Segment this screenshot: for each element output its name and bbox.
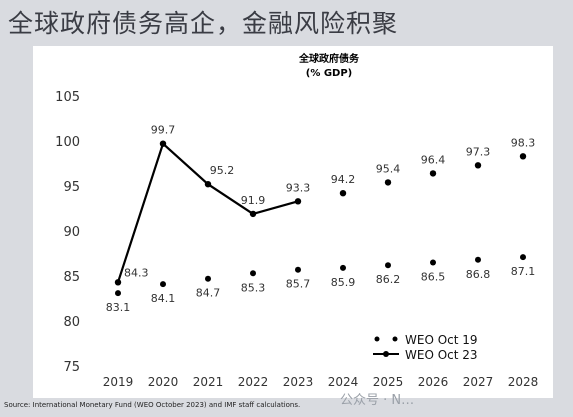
oct23-data-label: 98.3 <box>511 136 536 149</box>
y-axis: 75 80 85 90 95 100 105 <box>55 90 80 375</box>
oct23-data-label: 97.3 <box>466 145 491 158</box>
x-tick-label: 2025 <box>373 375 404 389</box>
data-labels-layer: 83.1 84.1 84.7 85.3 85.7 85.9 86.2 86.5 86.8 87.1… <box>106 124 536 314</box>
oct23-data-label: 84.3 <box>124 266 149 279</box>
oct23-data-label: 95.4 <box>376 162 401 175</box>
y-tick-label: 105 <box>55 90 80 105</box>
oct23-point <box>159 140 167 147</box>
x-tick-label: 2028 <box>508 375 539 389</box>
oct23-data-label: 95.2 <box>210 164 235 177</box>
oct19-data-label: 85.7 <box>286 278 311 291</box>
oct19-data-label: 83.1 <box>106 301 131 314</box>
x-tick-label: 2022 <box>238 375 269 389</box>
y-tick-label: 90 <box>63 225 80 240</box>
oct19-point <box>250 270 256 277</box>
oct23-point <box>204 181 212 188</box>
oct23-point <box>294 198 302 205</box>
oct23-point <box>114 279 122 286</box>
oct23-point <box>249 210 257 218</box>
debt-line-chart: 全球政府债务 (% GDP) 75 80 85 90 95 100 105 2019 2020… <box>55 52 539 389</box>
oct19-data-label: 87.1 <box>511 265 536 278</box>
y-tick-label: 95 <box>63 180 80 195</box>
oct23-data-label: 96.4 <box>421 153 446 166</box>
legend-oct23-dot <box>383 351 389 357</box>
chart-area: 全球政府债务 (% GDP) 75 80 85 90 95 100 105 2019 2020… <box>33 46 553 398</box>
oct19-point <box>430 259 436 266</box>
y-tick-label: 80 <box>63 315 80 330</box>
x-tick-label: 2027 <box>463 375 494 389</box>
series-layer <box>114 140 527 297</box>
oct23-point <box>339 190 347 197</box>
oct23-point <box>429 170 437 177</box>
legend-oct19-label: WEO Oct 19 <box>405 333 478 347</box>
y-tick-label: 75 <box>63 360 80 375</box>
oct19-data-label: 86.8 <box>466 268 491 281</box>
watermark-text: 公众号 · N… <box>340 393 415 408</box>
legend-oct19-dot <box>374 336 380 342</box>
y-tick-label: 100 <box>55 135 80 150</box>
x-tick-label: 2024 <box>328 375 359 389</box>
oct19-data-label: 86.5 <box>421 271 446 284</box>
oct23-data-label: 94.2 <box>331 173 356 186</box>
slide-title: 全球政府债务高企，金融风险积聚 <box>8 9 399 38</box>
x-tick-label: 2023 <box>283 375 314 389</box>
oct19-data-label: 86.2 <box>376 273 401 286</box>
source-note: Source: International Monetary Fund (WEO… <box>4 401 301 409</box>
chart-title: 全球政府债务 <box>298 52 360 65</box>
x-tick-label: 2021 <box>193 375 224 389</box>
oct23-point <box>474 162 482 169</box>
oct19-data-label: 84.7 <box>196 287 221 300</box>
oct23-data-label: 91.9 <box>241 194 266 207</box>
oct19-point <box>340 264 346 271</box>
oct19-point <box>115 290 121 297</box>
oct23-data-label: 93.3 <box>286 181 311 194</box>
x-tick-label: 2019 <box>103 375 134 389</box>
oct23-point <box>519 153 527 160</box>
legend-oct19-dot <box>392 336 398 342</box>
oct19-data-label: 85.9 <box>331 276 356 289</box>
oct19-point <box>295 266 301 273</box>
oct19-data-label: 84.1 <box>151 292 176 305</box>
y-tick-label: 85 <box>63 270 80 285</box>
x-axis: 2019 2020 2021 2022 2023 2024 2025 2026 2027 2028 <box>103 375 539 389</box>
chart-subtitle: (% GDP) <box>306 68 352 79</box>
oct19-point <box>385 262 391 269</box>
oct19-point <box>520 254 526 261</box>
oct19-point <box>160 281 166 288</box>
oct19-point <box>205 275 211 282</box>
oct23-data-label: 99.7 <box>151 124 176 137</box>
legend-oct23-label: WEO Oct 23 <box>405 348 478 362</box>
oct19-data-label: 85.3 <box>241 281 266 294</box>
oct19-point <box>475 256 481 263</box>
oct23-point <box>384 179 392 186</box>
oct23-line <box>116 141 299 283</box>
x-tick-label: 2026 <box>418 375 449 389</box>
x-tick-label: 2020 <box>148 375 179 389</box>
